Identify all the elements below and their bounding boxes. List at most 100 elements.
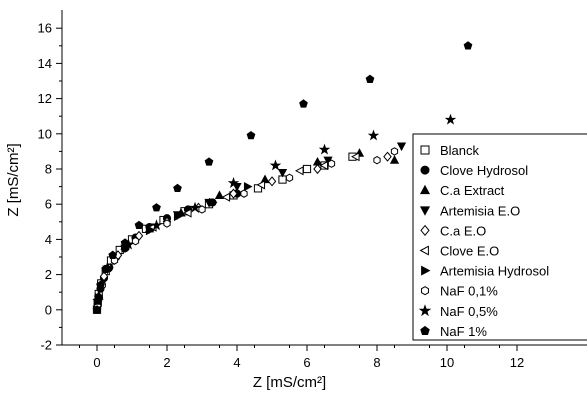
data-point <box>390 147 399 156</box>
legend-marker <box>419 245 429 256</box>
legend-label: C.a E.O <box>440 223 486 238</box>
data-point <box>182 208 192 218</box>
data-point <box>173 211 183 222</box>
data-point <box>92 305 102 314</box>
data-point <box>267 176 277 187</box>
data-point <box>221 192 231 202</box>
data-point <box>108 250 118 259</box>
data-point <box>152 203 161 212</box>
data-point <box>134 220 144 230</box>
legend-label: Artemisia Hydrosol <box>440 264 549 279</box>
legend-item: C.a Extract <box>419 183 505 198</box>
legend-label: Clove Hydrosol <box>440 163 528 178</box>
data-point <box>229 188 238 199</box>
x-tick-label: 4 <box>233 355 240 370</box>
legend-marker <box>420 224 430 236</box>
y-tick-label: -2 <box>40 338 52 353</box>
data-point <box>444 113 457 125</box>
data-point <box>389 155 400 164</box>
data-point <box>189 201 201 213</box>
y-axis-ticks: -2 0 2 4 6 8 10 12 14 16 <box>38 21 62 353</box>
legend-label: NaF 0,5% <box>440 304 498 319</box>
data-point <box>227 177 240 188</box>
data-point <box>327 159 336 168</box>
data-point <box>101 264 111 274</box>
y-tick-label: 4 <box>45 232 52 247</box>
data-point <box>396 142 407 152</box>
data-point <box>198 205 206 214</box>
data-point <box>208 197 218 208</box>
y-tick-label: 16 <box>38 21 52 36</box>
y-tick-label: 14 <box>38 56 52 71</box>
data-point <box>93 296 103 305</box>
legend-item: NaF 1% <box>420 324 487 339</box>
data-point <box>319 160 329 171</box>
data-point <box>269 159 282 171</box>
data-point <box>277 168 288 178</box>
legend-item: Clove Hydrosol <box>420 163 528 178</box>
series-clove-hydrosol <box>92 189 242 314</box>
legend-marker <box>420 145 430 155</box>
data-point <box>350 152 360 162</box>
data-point <box>99 271 109 282</box>
legend: Blanck Clove Hydrosol C.a Extract Artemisia… <box>412 133 587 341</box>
data-point <box>256 180 266 190</box>
legend-item: C.a E.O <box>420 223 486 238</box>
data-point <box>240 189 248 198</box>
x-tick-label: 8 <box>373 355 380 370</box>
data-point <box>373 156 381 165</box>
legend-label: Artemisia E.O <box>440 203 520 218</box>
data-point <box>313 163 322 175</box>
y-tick-label: 12 <box>38 91 52 106</box>
legend-item: Clove E.O <box>419 244 499 259</box>
data-point <box>463 41 473 50</box>
x-tick-label: 6 <box>303 355 310 370</box>
data-point <box>204 157 214 166</box>
y-tick-label: 0 <box>45 302 52 317</box>
data-point <box>96 280 105 289</box>
legend-marker <box>419 206 431 216</box>
data-point <box>120 238 130 247</box>
data-point <box>367 129 380 141</box>
data-point <box>365 74 375 83</box>
data-point <box>318 143 331 155</box>
y-tick-label: 10 <box>38 126 52 141</box>
legend-item: NaF 0,5% <box>418 304 498 319</box>
legend-label: Clove E.O <box>440 244 499 259</box>
legend-marker <box>419 184 431 195</box>
data-point <box>243 181 253 192</box>
x-tick-label: 0 <box>93 355 100 370</box>
x-tick-label: 2 <box>163 355 170 370</box>
data-point <box>150 219 163 231</box>
data-point <box>302 164 312 174</box>
legend-item: Artemisia Hydrosol <box>421 264 549 279</box>
data-point <box>214 190 225 199</box>
legend-item: Blanck <box>420 143 480 158</box>
data-point <box>299 99 308 108</box>
data-point <box>285 173 294 182</box>
x-tick-label: 10 <box>440 355 454 370</box>
data-point <box>294 166 304 176</box>
x-tick-label: 12 <box>510 355 524 370</box>
legend-label: NaF 1% <box>440 324 487 339</box>
legend-marker <box>421 265 431 276</box>
data-points <box>92 41 473 314</box>
series-naf-1- <box>92 41 473 314</box>
legend-label: C.a Extract <box>440 183 505 198</box>
legend-marker <box>418 304 432 317</box>
data-point <box>131 236 140 246</box>
legend-marker <box>420 325 430 335</box>
data-point <box>383 151 392 162</box>
data-point <box>246 130 256 140</box>
y-tick-label: 6 <box>45 197 52 212</box>
series-blanck <box>92 152 357 314</box>
legend-marker <box>421 286 429 296</box>
legend-label: NaF 0,1% <box>440 284 498 299</box>
legend-marker <box>420 165 430 175</box>
y-tick-label: 8 <box>45 162 52 177</box>
legend-item: NaF 0,1% <box>421 284 498 299</box>
data-point <box>173 183 182 193</box>
data-point <box>145 225 155 236</box>
